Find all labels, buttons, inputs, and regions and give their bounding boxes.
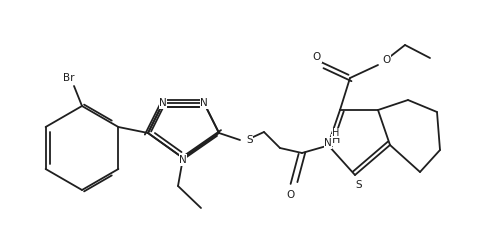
Text: O: O	[313, 52, 321, 62]
Text: H: H	[332, 128, 340, 138]
Text: S: S	[246, 135, 253, 145]
Text: N: N	[179, 155, 187, 165]
Text: H: H	[332, 135, 340, 145]
Text: N: N	[200, 98, 208, 108]
Text: O: O	[287, 190, 295, 200]
Text: N: N	[324, 138, 332, 148]
Text: N: N	[159, 98, 167, 108]
Text: O: O	[382, 55, 390, 65]
Text: S: S	[355, 180, 362, 190]
Text: Br: Br	[63, 73, 75, 83]
